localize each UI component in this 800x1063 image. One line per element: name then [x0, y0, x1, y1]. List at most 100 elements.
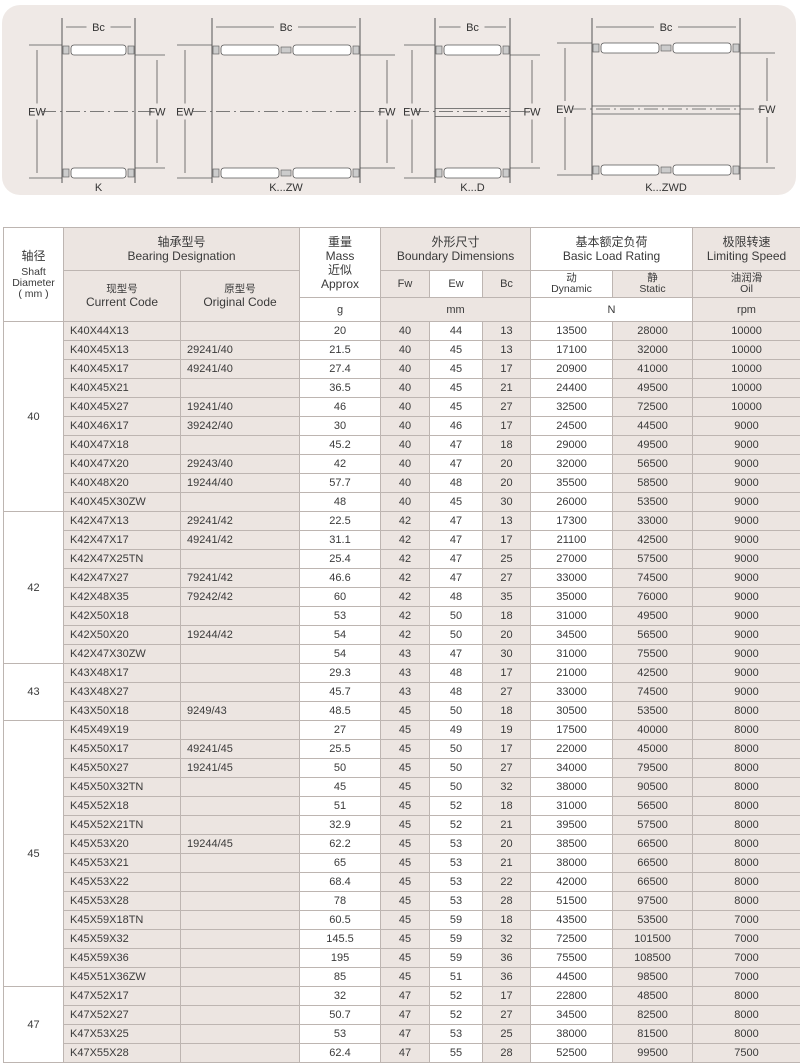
static-load-cell: 53500	[613, 702, 693, 721]
current-code-cell: K42X47X13	[64, 512, 181, 531]
fw-cell: 47	[381, 987, 430, 1006]
ew-cell: 52	[430, 987, 483, 1006]
ew-cell: 47	[430, 455, 483, 474]
original-code-cell	[181, 1025, 300, 1044]
dynamic-load-cell: 24500	[531, 417, 613, 436]
original-code-cell	[181, 379, 300, 398]
mass-cell: 25.5	[300, 740, 381, 759]
ew-cell: 47	[430, 645, 483, 664]
cage-section	[128, 46, 134, 54]
bc-label: Bc	[660, 22, 673, 34]
static-load-cell: 79500	[613, 759, 693, 778]
ew-cell: 59	[430, 911, 483, 930]
mass-cell: 195	[300, 949, 381, 968]
ew-cell: 48	[430, 474, 483, 493]
dynamic-load-cell: 75500	[531, 949, 613, 968]
mass-cell: 60	[300, 588, 381, 607]
bc-cell: 20	[483, 455, 531, 474]
original-code-cell: 29241/42	[181, 512, 300, 531]
limiting-speed-cell: 10000	[693, 322, 800, 341]
ew-cell: 59	[430, 930, 483, 949]
bc-cell: 25	[483, 1025, 531, 1044]
static-load-cell: 72500	[613, 398, 693, 417]
mass-cell: 65	[300, 854, 381, 873]
dynamic-load-cell: 30500	[531, 702, 613, 721]
static-load-cell: 56500	[613, 626, 693, 645]
mass-cell: 50.7	[300, 1006, 381, 1025]
dynamic-load-cell: 27000	[531, 550, 613, 569]
dynamic-load-cell: 39500	[531, 816, 613, 835]
mass-cell: 53	[300, 1025, 381, 1044]
ew-cell: 48	[430, 664, 483, 683]
bc-cell: 30	[483, 493, 531, 512]
current-code-cell: K45X51X36ZW	[64, 968, 181, 987]
original-code-cell: 49241/40	[181, 360, 300, 379]
fw-cell: 42	[381, 512, 430, 531]
load-rating-header: 基本额定负荷 Basic Load Rating	[531, 228, 693, 271]
current-code-cell: K40X45X17	[64, 360, 181, 379]
bearing-spec-table: 轴径 Shaft Diameter ( mm ) 轴承型号 Bearing De…	[3, 227, 800, 1063]
dynamic-load-cell: 21100	[531, 531, 613, 550]
static-load-cell: 49500	[613, 436, 693, 455]
ew-cell: 53	[430, 1025, 483, 1044]
static-load-cell: 74500	[613, 683, 693, 702]
current-code-cell: K45X53X22	[64, 873, 181, 892]
needle-roller	[673, 165, 731, 175]
fw-cell: 47	[381, 1006, 430, 1025]
mass-cell: 48	[300, 493, 381, 512]
current-code-cell: K45X59X32	[64, 930, 181, 949]
original-code-cell	[181, 645, 300, 664]
bc-cell: 18	[483, 436, 531, 455]
fw-cell: 40	[381, 436, 430, 455]
dynamic-load-cell: 32000	[531, 455, 613, 474]
cage-section	[733, 44, 739, 52]
current-code-header: 现型号 Current Code	[64, 271, 181, 322]
original-code-cell: 79241/42	[181, 569, 300, 588]
bc-cell: 20	[483, 626, 531, 645]
original-code-cell: 79242/42	[181, 588, 300, 607]
limiting-speed-cell: 8000	[693, 835, 800, 854]
limiting-speed-cell: 8000	[693, 873, 800, 892]
limiting-speed-cell: 9000	[693, 664, 800, 683]
current-code-cell: K45X52X18	[64, 797, 181, 816]
dynamic-load-cell: 38000	[531, 854, 613, 873]
static-load-cell: 28000	[613, 322, 693, 341]
current-code-cell: K45X53X20	[64, 835, 181, 854]
ew-cell: 46	[430, 417, 483, 436]
fw-label: FW	[758, 104, 776, 116]
static-load-cell: 33000	[613, 512, 693, 531]
fw-cell: 42	[381, 588, 430, 607]
current-code-cell: K40X47X20	[64, 455, 181, 474]
cage-section	[128, 169, 134, 177]
fw-cell: 42	[381, 550, 430, 569]
original-code-cell	[181, 816, 300, 835]
static-load-cell: 48500	[613, 987, 693, 1006]
cage-section	[281, 47, 291, 53]
fw-cell: 40	[381, 379, 430, 398]
current-code-cell: K40X48X20	[64, 474, 181, 493]
dynamic-load-cell: 17300	[531, 512, 613, 531]
static-load-cell: 49500	[613, 607, 693, 626]
original-code-cell	[181, 854, 300, 873]
ew-cell: 52	[430, 1006, 483, 1025]
bc-header: Bc	[483, 271, 531, 298]
dynamic-load-cell: 29000	[531, 436, 613, 455]
cage-section	[213, 169, 219, 177]
ew-cell: 53	[430, 892, 483, 911]
bc-cell: 36	[483, 949, 531, 968]
limiting-speed-cell: 8000	[693, 854, 800, 873]
ew-cell: 59	[430, 949, 483, 968]
static-load-cell: 56500	[613, 797, 693, 816]
